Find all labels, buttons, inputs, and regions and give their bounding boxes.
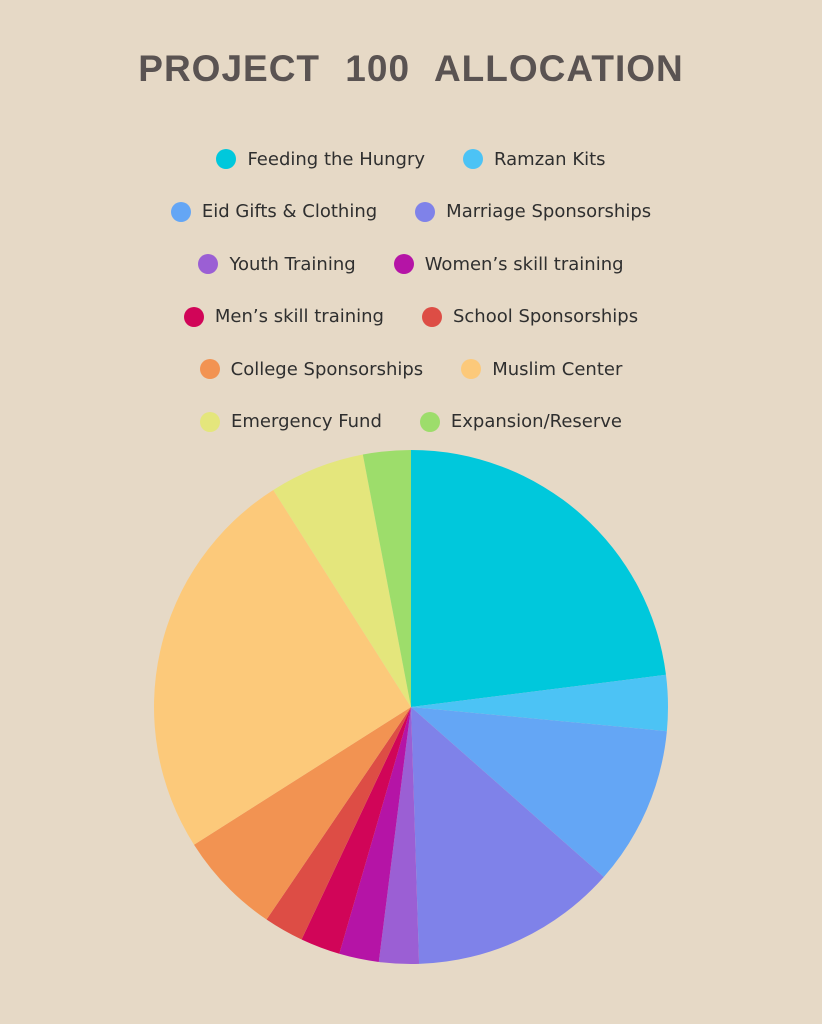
legend-swatch [200, 411, 221, 432]
legend-swatch [463, 149, 484, 170]
legend-label: Eid Gifts & Clothing [201, 201, 378, 223]
pie-slice-feeding-the-hungry [411, 450, 666, 707]
legend-label: School Sponsorships [452, 306, 639, 328]
legend-swatch [183, 306, 204, 327]
legend-label: Men’s skill training [214, 306, 384, 328]
legend-label: Marriage Sponsorships [446, 201, 652, 223]
pie-slice-ramzan-kits [411, 674, 668, 732]
legend-swatch [415, 201, 436, 222]
legend-row: Youth Training Women’s skill training [0, 238, 822, 291]
legend-label: Muslim Center [492, 358, 623, 380]
pie-slice-muslim-center [154, 490, 411, 845]
pie-slice-eid-gifts-clothing [411, 707, 667, 877]
pie-slice-women-s-skill-training [339, 707, 411, 962]
legend-swatch [461, 359, 482, 380]
legend-item-muslim-center: Muslim Center [461, 359, 622, 380]
legend-item-youth-training: Youth Training [198, 253, 356, 275]
legend-label: Feeding the Hungry [247, 148, 426, 170]
legend-swatch [198, 254, 219, 275]
legend-row: Feeding the Hungry Ramzan Kits [0, 133, 822, 186]
legend-swatch [216, 149, 237, 170]
legend-row: College Sponsorships Muslim Center [0, 343, 822, 396]
legend-label: Youth Training [229, 253, 356, 275]
legend-item-feeding-the-hungry: Feeding the Hungry [216, 149, 425, 170]
pie-slice-emergency-fund [273, 454, 411, 707]
legend-item-mens-skill-training: Men’s skill training [183, 306, 384, 328]
legend-item-college-sponsorships: College Sponsorships [199, 358, 424, 380]
legend-label: Ramzan Kits [494, 148, 606, 170]
legend-swatch [419, 411, 440, 432]
legend-label: College Sponsorships [230, 358, 424, 380]
legend-swatch [170, 201, 191, 222]
legend-item-eid-gifts: Eid Gifts & Clothing [170, 201, 378, 223]
legend-item-emergency-fund: Emergency Fund [200, 411, 382, 432]
legend-swatch [199, 359, 220, 380]
legend-row: Men’s skill training School Sponsorships [0, 291, 822, 344]
pie-slice-expansion-reserve [362, 450, 411, 707]
legend-label: Expansion/Reserve [450, 411, 622, 433]
legend-label: Women’s skill training [424, 253, 624, 275]
chart-legend: Feeding the Hungry Ramzan Kits Eid Gifts… [0, 133, 822, 448]
pie-slice-marriage-sponsorships [411, 707, 604, 964]
legend-label: Emergency Fund [231, 411, 382, 433]
pie-slice-school-sponsorships [266, 707, 411, 940]
legend-item-marriage-sponsorships: Marriage Sponsorships [415, 201, 651, 222]
chart-title: PROJECT 100 ALLOCATION [138, 48, 684, 89]
pie-slice-youth-training [378, 707, 420, 964]
legend-item-school-sponsorships: School Sponsorships [421, 306, 639, 328]
legend-item-ramzan-kits: Ramzan Kits [463, 149, 606, 170]
legend-swatch [393, 254, 414, 275]
pie-slice-men-s-skill-training [301, 707, 411, 954]
legend-row: Emergency Fund Expansion/Reserve [0, 396, 822, 449]
legend-swatch [421, 306, 442, 327]
legend-item-womens-skill-training: Women’s skill training [393, 253, 624, 275]
pie-slice-college-sponsorships [194, 707, 411, 920]
legend-row: Eid Gifts & Clothing Marriage Sponsorshi… [0, 186, 822, 239]
legend-item-expansion-reserve: Expansion/Reserve [419, 411, 622, 433]
